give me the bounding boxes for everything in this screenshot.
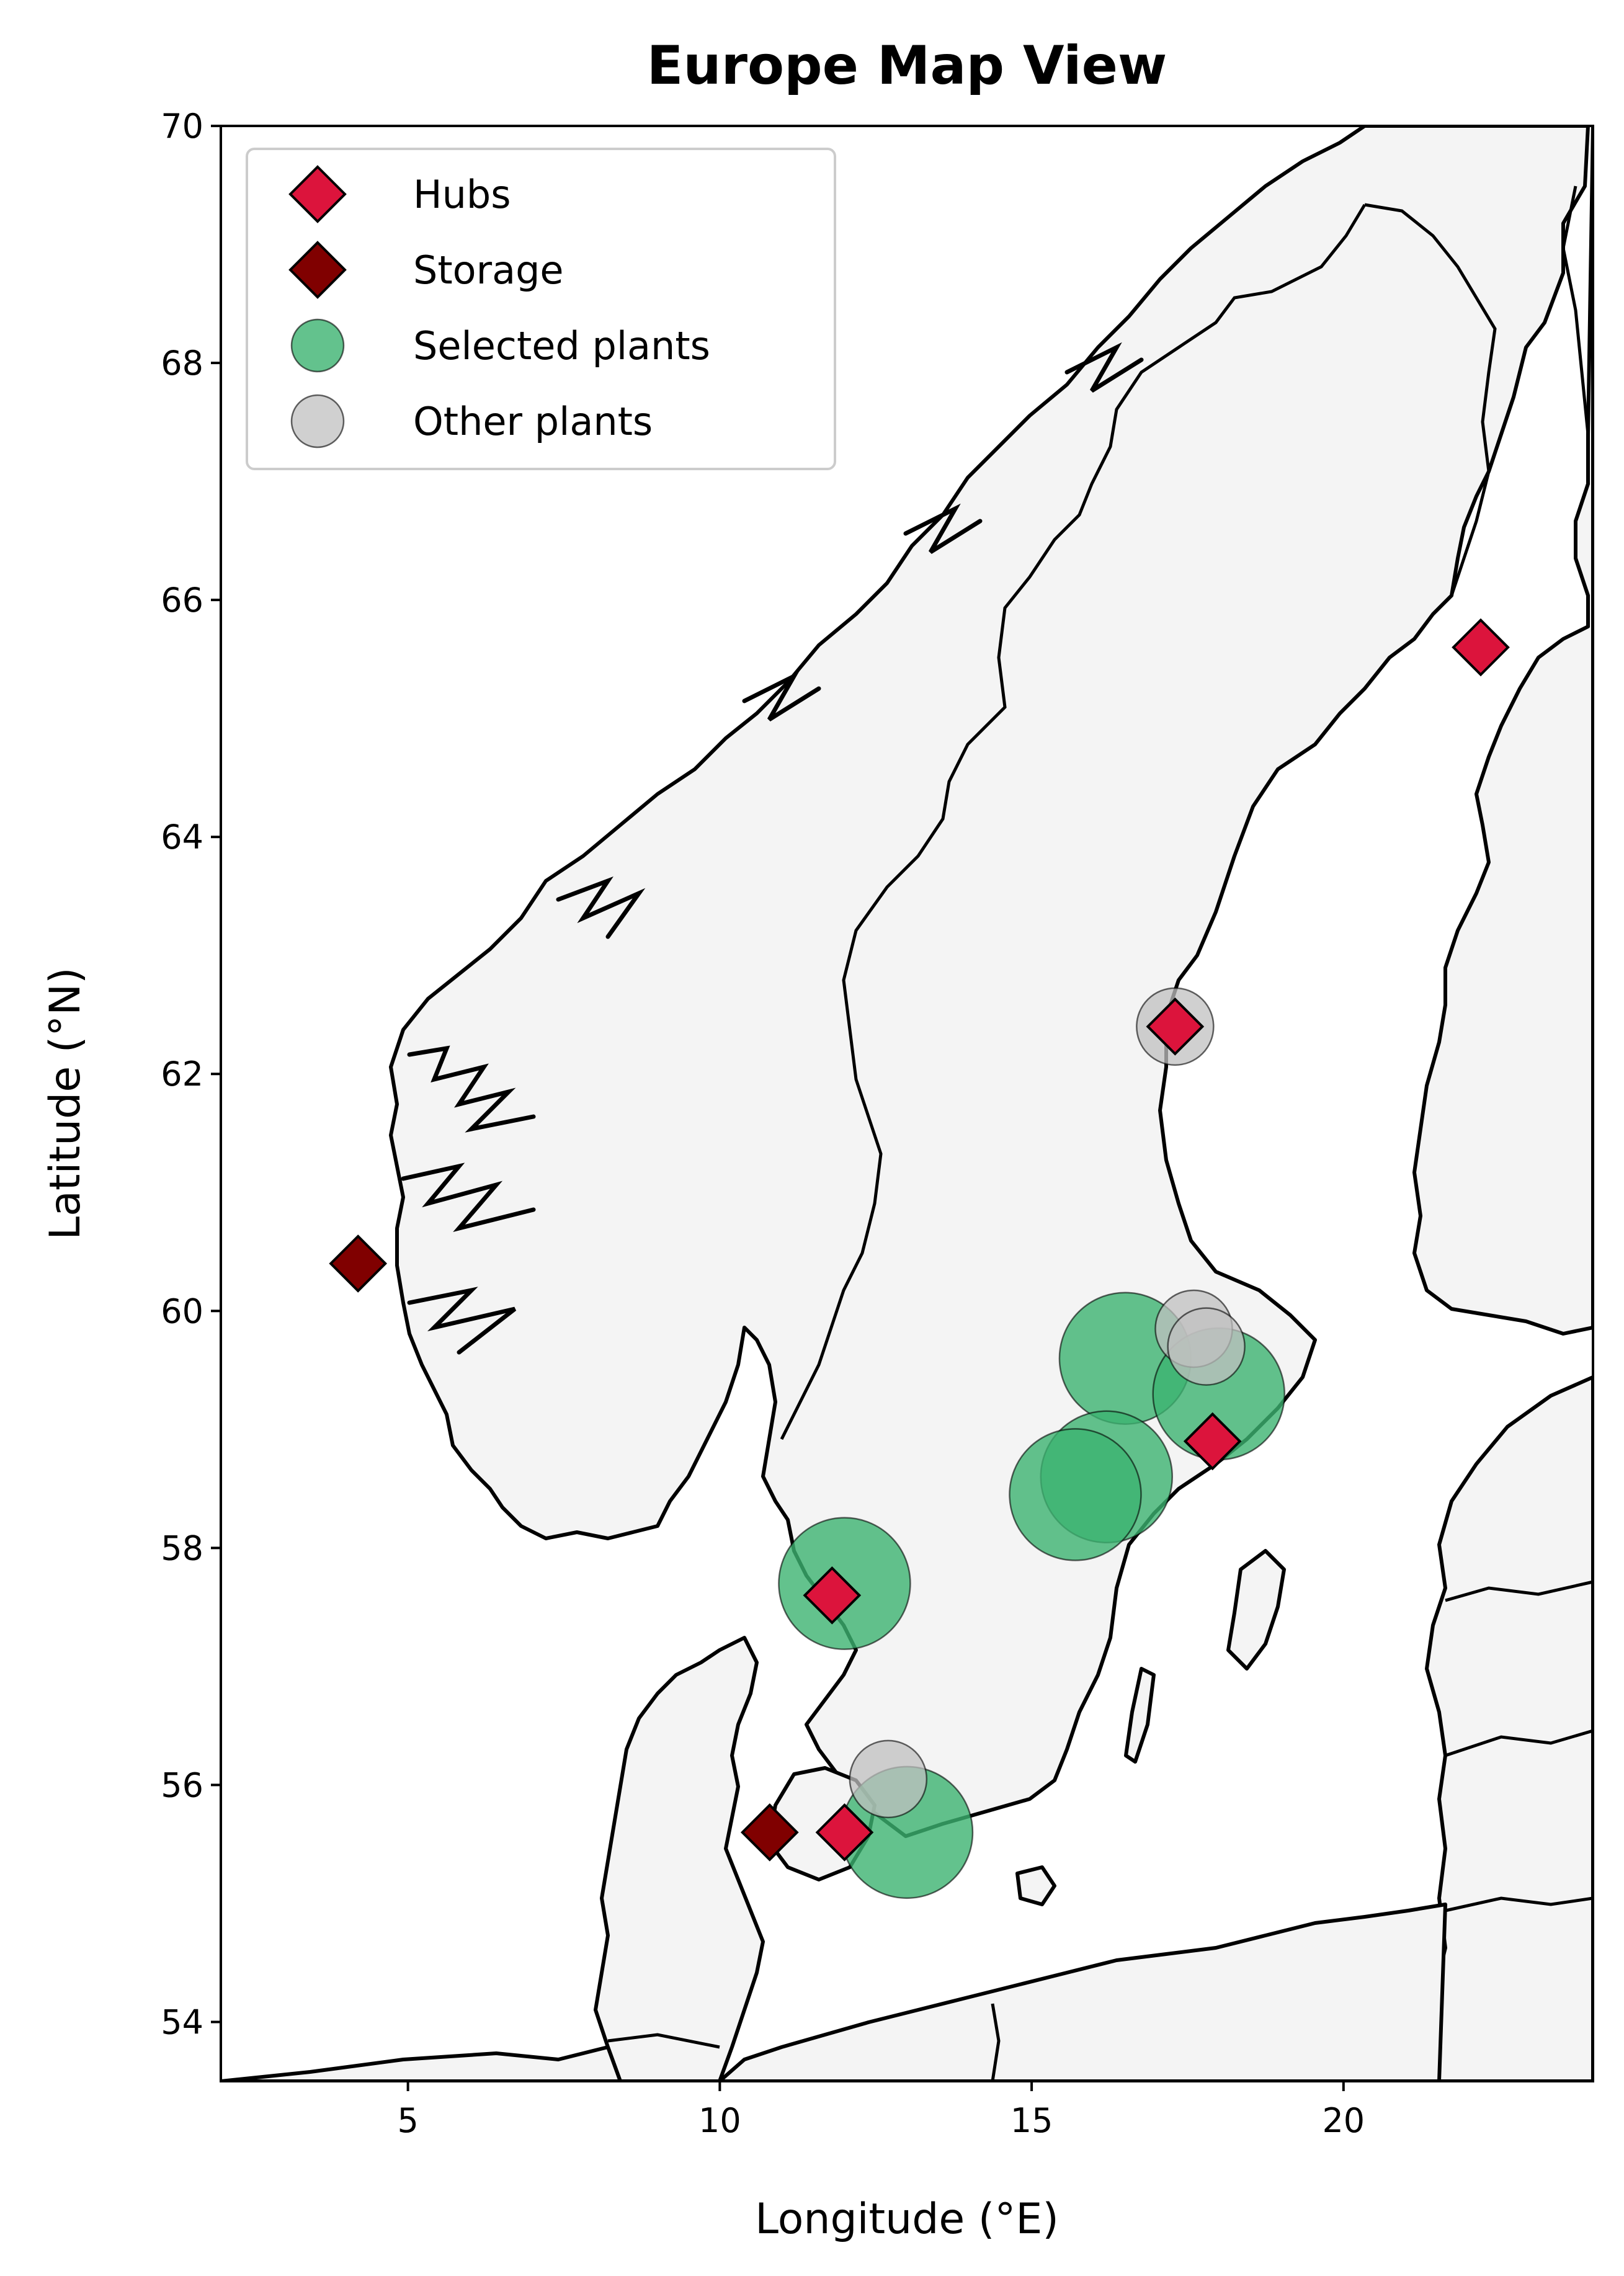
legend-label-hubs: Hubs <box>413 172 511 217</box>
x-tick-label: 15 <box>1011 2101 1053 2140</box>
hubs-marker-3 <box>1183 1412 1242 1471</box>
y-tick-label: 60 <box>161 1292 203 1331</box>
x-axis-label: Longitude (°E) <box>755 2195 1059 2244</box>
other-plants-marker-4 <box>849 1739 928 1819</box>
land-bornholm <box>1015 1865 1056 1906</box>
hubs-marker-4 <box>803 1566 862 1625</box>
border-finland-russia <box>1561 185 1590 435</box>
hubs-marker-5 <box>815 1803 874 1862</box>
coastline-fjords <box>401 342 1144 1355</box>
x-tick-label: 20 <box>1322 2101 1365 2140</box>
legend-box <box>246 148 836 470</box>
legend-symbol-other-plants <box>290 394 345 449</box>
legend-symbol-storage <box>288 241 347 299</box>
border-germany-denmark <box>607 2033 720 2049</box>
legend-label-storage: Storage <box>413 248 564 293</box>
legend-symbol-hubs <box>288 165 347 223</box>
y-tick-label: 66 <box>161 581 203 620</box>
selected-plants-marker-4 <box>1009 1428 1142 1561</box>
other-plants-marker-3 <box>1167 1307 1246 1386</box>
y-tick-label: 54 <box>161 2002 203 2042</box>
legend-label-other-plants: Other plants <box>413 399 653 444</box>
legend-symbol-selected-plants <box>290 318 345 373</box>
y-tick-label: 70 <box>161 107 203 146</box>
land-finland <box>1412 126 1593 1336</box>
border-germany-poland <box>991 2003 1001 2081</box>
land-gotland <box>1226 1549 1286 1671</box>
axes-frame <box>220 125 1594 2082</box>
border-sweden-finland <box>1364 203 1497 596</box>
ticks-layer: 5 10 15 20 54 56 58 60 62 64 66 68 70 <box>161 107 1365 2140</box>
land-scandinavia <box>389 126 1590 1838</box>
hubs-marker-2 <box>1146 997 1205 1056</box>
legend: Hubs Storage Selected plants Other plants <box>246 148 836 470</box>
markers-layer <box>329 618 1510 1899</box>
y-tick-label: 58 <box>161 1528 203 1568</box>
land-continent <box>221 1903 1447 2081</box>
x-tick-label: 10 <box>698 2101 741 2140</box>
y-tick-label: 68 <box>161 344 203 383</box>
x-tick-label: 5 <box>397 2101 418 2140</box>
legend-label-selected-plants: Selected plants <box>413 323 710 368</box>
y-tick-label: 64 <box>161 818 203 857</box>
border-baltics <box>1445 1580 1593 1912</box>
land-oland <box>1124 1667 1156 1764</box>
hubs-marker-1 <box>1452 618 1510 677</box>
y-tick-label: 62 <box>161 1055 203 1094</box>
land-denmark <box>594 1636 765 2081</box>
storage-marker-2 <box>740 1803 799 1862</box>
storage-marker-1 <box>329 1234 388 1293</box>
border-norway-sweden <box>780 203 1367 1440</box>
y-axis-label: Latitude (°N) <box>41 967 90 1239</box>
y-tick-label: 56 <box>161 1765 203 1805</box>
chart-title: Europe Map View <box>647 35 1167 97</box>
